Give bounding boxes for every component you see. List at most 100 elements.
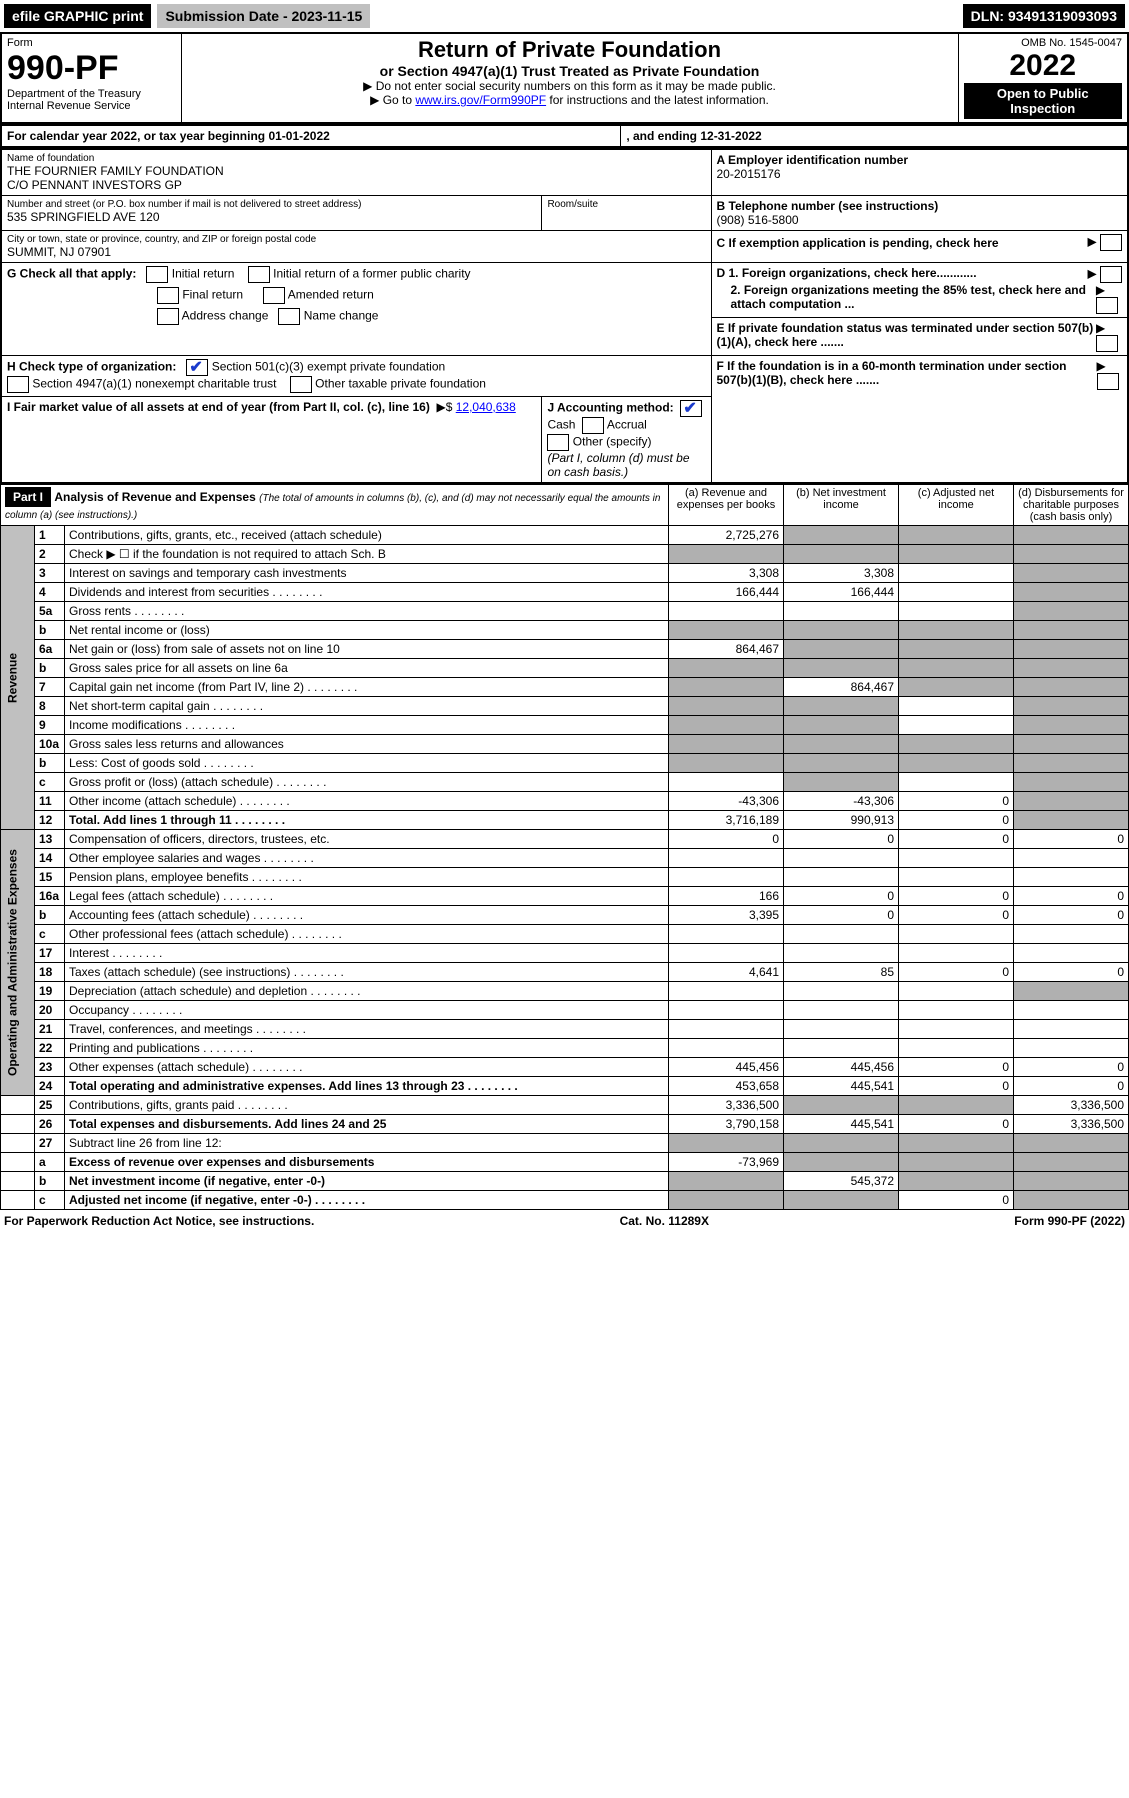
- i-value[interactable]: 12,040,638: [456, 400, 516, 414]
- j-cash-checkbox[interactable]: [680, 400, 702, 417]
- form-word: Form: [7, 37, 176, 49]
- tax-year-end: , and ending 12-31-2022: [621, 125, 1128, 147]
- open-inspection: Open to Public Inspection: [964, 83, 1123, 119]
- line-27a: aExcess of revenue over expenses and dis…: [1, 1153, 1129, 1172]
- g-final-checkbox[interactable]: [157, 287, 179, 304]
- line-24: 24Total operating and administrative exp…: [1, 1077, 1129, 1096]
- c-label: C If exemption application is pending, c…: [717, 236, 999, 250]
- footer: For Paperwork Reduction Act Notice, see …: [0, 1210, 1129, 1232]
- line-16c: cOther professional fees (attach schedul…: [1, 925, 1129, 944]
- line-22: 22Printing and publications: [1, 1039, 1129, 1058]
- part1-title: Analysis of Revenue and Expenses: [54, 490, 255, 504]
- d1-label: D 1. Foreign organizations, check here..…: [717, 266, 977, 283]
- dln: DLN: 93491319093093: [963, 4, 1125, 28]
- line-5b: bNet rental income or (loss): [1, 621, 1129, 640]
- g-former-checkbox[interactable]: [248, 266, 270, 283]
- name-label: Name of foundation: [7, 153, 706, 164]
- col-a: (a) Revenue and expenses per books: [669, 485, 784, 526]
- e-checkbox[interactable]: [1096, 335, 1118, 352]
- line-18: 18Taxes (attach schedule) (see instructi…: [1, 963, 1129, 982]
- line-7: 7Capital gain net income (from Part IV, …: [1, 678, 1129, 697]
- city: SUMMIT, NJ 07901: [7, 245, 706, 259]
- f-checkbox[interactable]: [1097, 373, 1119, 390]
- line-2: 2Check ▶ ☐ if the foundation is not requ…: [1, 545, 1129, 564]
- efile-label: efile GRAPHIC print: [4, 4, 151, 28]
- d2-label: 2. Foreign organizations meeting the 85%…: [717, 283, 1096, 314]
- line-12: 12Total. Add lines 1 through 113,716,189…: [1, 811, 1129, 830]
- j-other-checkbox[interactable]: [547, 434, 569, 451]
- line-26: 26Total expenses and disbursements. Add …: [1, 1115, 1129, 1134]
- instr2: ▶ Go to www.irs.gov/Form990PF for instru…: [187, 93, 953, 107]
- line-21: 21Travel, conferences, and meetings: [1, 1020, 1129, 1039]
- g-former: Initial return of a former public charit…: [273, 267, 470, 281]
- line-4: 4Dividends and interest from securities1…: [1, 583, 1129, 602]
- form-no-footer: Form 990-PF (2022): [1014, 1214, 1125, 1228]
- line-10c: cGross profit or (loss) (attach schedule…: [1, 773, 1129, 792]
- line-27b: bNet investment income (if negative, ent…: [1, 1172, 1129, 1191]
- g-label: G Check all that apply:: [7, 267, 136, 281]
- form-subtitle: or Section 4947(a)(1) Trust Treated as P…: [187, 63, 953, 79]
- line-14: 14Other employee salaries and wages: [1, 849, 1129, 868]
- room-label: Room/suite: [547, 199, 705, 210]
- g-initial-checkbox[interactable]: [146, 266, 168, 283]
- street: 535 SPRINGFIELD AVE 120: [7, 210, 536, 224]
- submission-date: Submission Date - 2023-11-15: [157, 4, 370, 28]
- part1-table: Part I Analysis of Revenue and Expenses …: [0, 484, 1129, 1210]
- j-other: Other (specify): [573, 435, 652, 449]
- h-501c3-checkbox[interactable]: [186, 359, 208, 376]
- dept: Department of the Treasury: [7, 88, 176, 100]
- j-accrual-checkbox[interactable]: [582, 417, 604, 434]
- h-501c3: Section 501(c)(3) exempt private foundat…: [212, 360, 445, 374]
- line-19: 19Depreciation (attach schedule) and dep…: [1, 982, 1129, 1001]
- d2-checkbox[interactable]: [1096, 297, 1118, 314]
- g-amended-checkbox[interactable]: [263, 287, 285, 304]
- tax-year-begin: For calendar year 2022, or tax year begi…: [1, 125, 621, 147]
- h-4947-checkbox[interactable]: [7, 376, 29, 393]
- col-d: (d) Disbursements for charitable purpose…: [1014, 485, 1129, 526]
- line-16b: bAccounting fees (attach schedule)3,3950…: [1, 906, 1129, 925]
- line-13: Operating and Administrative Expenses13C…: [1, 830, 1129, 849]
- line-9: 9Income modifications: [1, 716, 1129, 735]
- calendar-row: For calendar year 2022, or tax year begi…: [0, 124, 1129, 148]
- line-1: Revenue1Contributions, gifts, grants, et…: [1, 526, 1129, 545]
- form-number: 990-PF: [7, 49, 176, 88]
- instr1: ▶ Do not enter social security numbers o…: [187, 79, 953, 93]
- form990pf-link[interactable]: www.irs.gov/Form990PF: [415, 93, 546, 107]
- line-11: 11Other income (attach schedule)-43,306-…: [1, 792, 1129, 811]
- tax-year: 2022: [964, 49, 1123, 83]
- form-header-table: Form 990-PF Department of the Treasury I…: [0, 32, 1129, 124]
- d1-checkbox[interactable]: [1100, 266, 1122, 283]
- line-25: 25Contributions, gifts, grants paid3,336…: [1, 1096, 1129, 1115]
- line-16a: 16aLegal fees (attach schedule)166000: [1, 887, 1129, 906]
- line-5a: 5aGross rents: [1, 602, 1129, 621]
- top-bar: efile GRAPHIC print Submission Date - 20…: [0, 0, 1129, 32]
- street-label: Number and street (or P.O. box number if…: [7, 199, 536, 210]
- part1-label: Part I: [5, 487, 51, 507]
- g-amended: Amended return: [288, 288, 374, 302]
- foundation-name-2: C/O PENNANT INVESTORS GP: [7, 178, 706, 192]
- c-checkbox[interactable]: [1100, 234, 1122, 251]
- cat-no: Cat. No. 11289X: [620, 1214, 709, 1228]
- pra-notice: For Paperwork Reduction Act Notice, see …: [4, 1214, 314, 1228]
- line-10a: 10aGross sales less returns and allowanc…: [1, 735, 1129, 754]
- g-address-checkbox[interactable]: [157, 308, 179, 325]
- line-27: 27Subtract line 26 from line 12:: [1, 1134, 1129, 1153]
- h-4947: Section 4947(a)(1) nonexempt charitable …: [32, 377, 276, 391]
- line-17: 17Interest: [1, 944, 1129, 963]
- h-other: Other taxable private foundation: [315, 377, 486, 391]
- g-name-checkbox[interactable]: [278, 308, 300, 325]
- j-label: J Accounting method:: [547, 401, 673, 415]
- j-cash: Cash: [547, 418, 575, 432]
- h-other-checkbox[interactable]: [290, 376, 312, 393]
- col-c: (c) Adjusted net income: [899, 485, 1014, 526]
- col-b: (b) Net investment income: [784, 485, 899, 526]
- expenses-label: Operating and Administrative Expenses: [1, 830, 35, 1096]
- phone: (908) 516-5800: [717, 213, 1123, 227]
- identity-block: Name of foundation THE FOURNIER FAMILY F…: [0, 148, 1129, 484]
- j-accrual: Accrual: [607, 418, 647, 432]
- line-27c: cAdjusted net income (if negative, enter…: [1, 1191, 1129, 1210]
- revenue-label: Revenue: [1, 526, 35, 830]
- irs: Internal Revenue Service: [7, 100, 176, 112]
- line-6a: 6aNet gain or (loss) from sale of assets…: [1, 640, 1129, 659]
- instr2-prefix: ▶ Go to: [370, 93, 415, 107]
